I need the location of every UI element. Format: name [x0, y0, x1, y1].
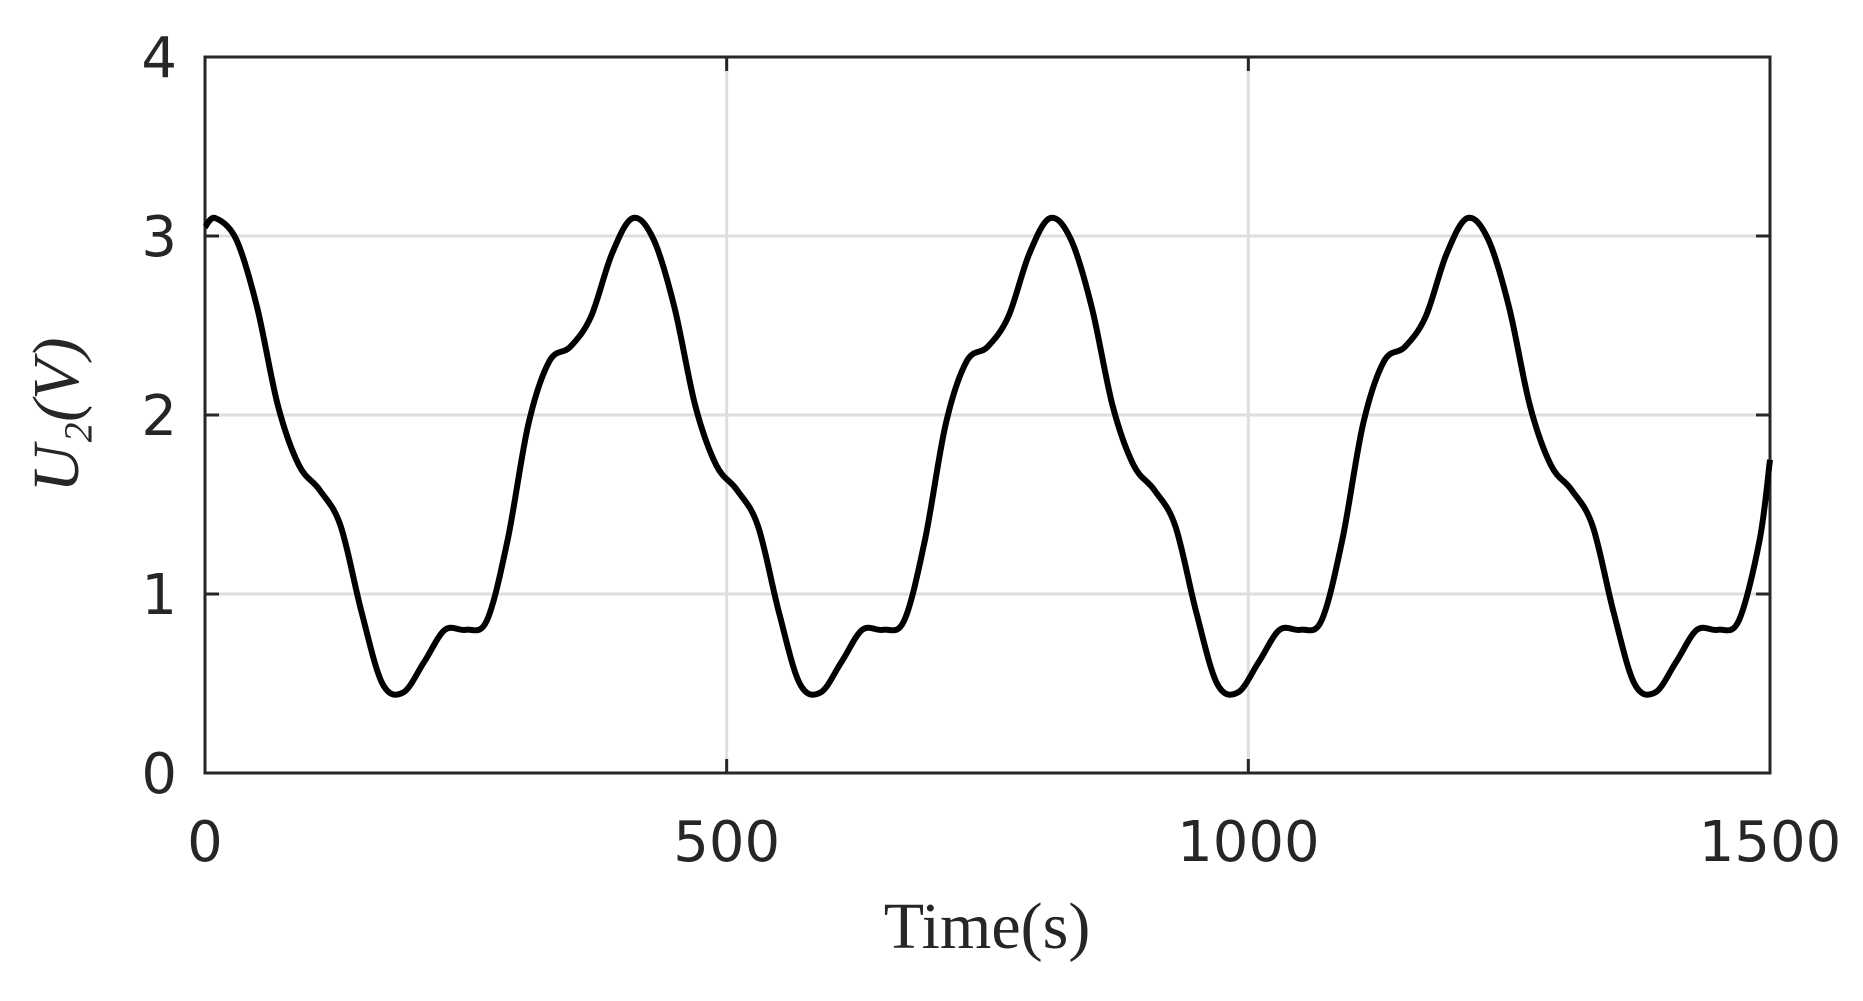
x-tick-label: 500	[673, 810, 780, 875]
y-tick-label: 1	[141, 563, 177, 628]
data-line	[202, 214, 1773, 698]
plot-frame	[203, 55, 1772, 775]
x-tick-label: 1500	[1699, 810, 1842, 875]
y-tick-label: 0	[141, 742, 177, 807]
x-tick-label: 0	[187, 810, 223, 875]
x-axis-label: Time(s)	[884, 890, 1091, 963]
y-tick-label: 3	[141, 205, 177, 270]
y-tick-label: 2	[141, 384, 177, 449]
x-tick-label: 1000	[1177, 810, 1320, 875]
y-axis-label: U₂(V)	[20, 338, 93, 493]
y-tick-label: 4	[141, 26, 177, 91]
